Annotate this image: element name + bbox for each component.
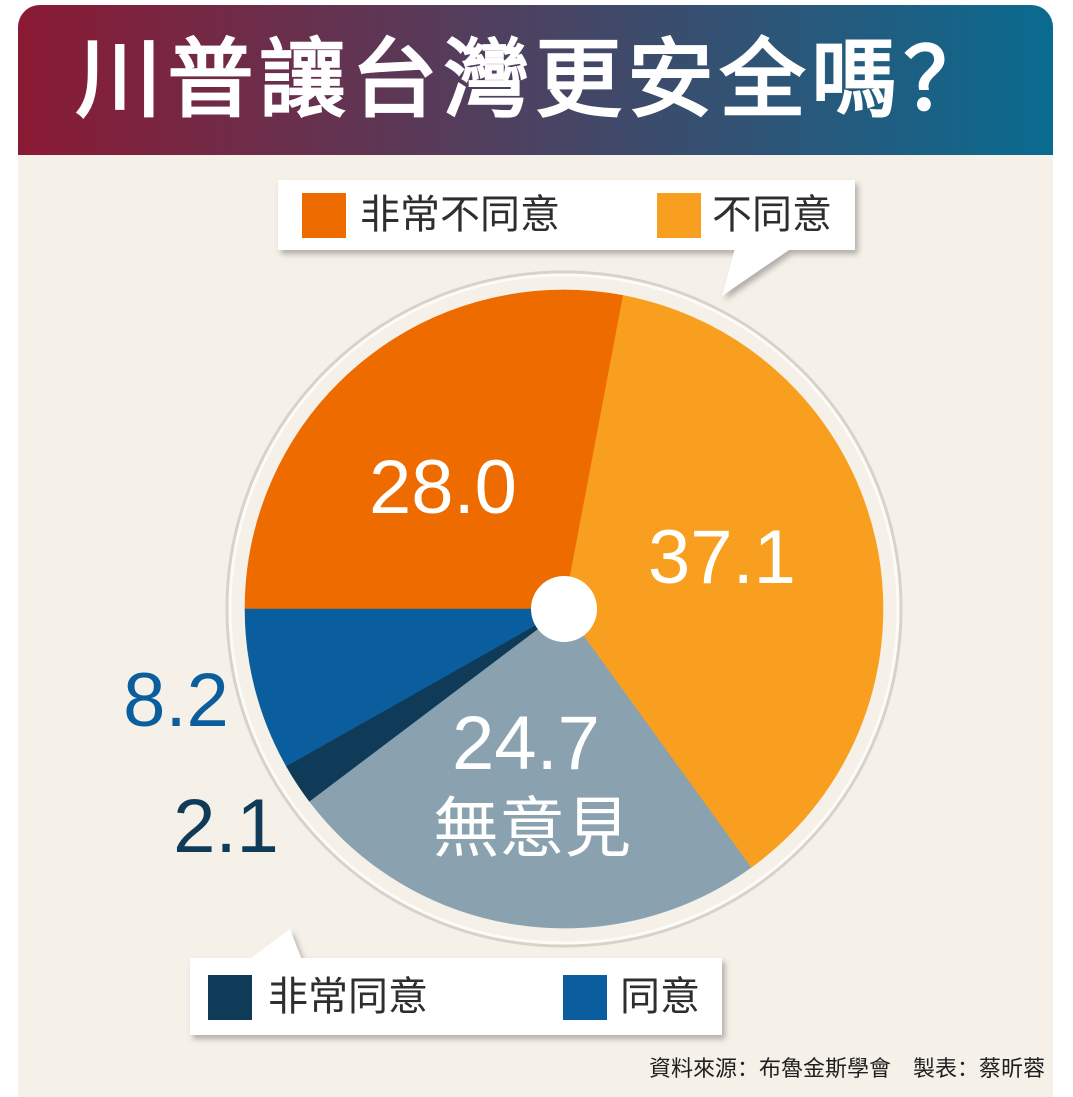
data-label-agree: 8.2: [123, 658, 229, 743]
legend-box: [190, 958, 722, 1035]
legend-bottom: 非常同意 同意: [190, 929, 722, 1035]
pie-slice-strongly-disagree: [244, 289, 624, 610]
pie-outer-ring-highlight: [228, 273, 900, 945]
chart-title: 川普讓台灣更安全嗎？: [75, 32, 996, 128]
legend-label-strongly-agree: 非常同意: [268, 975, 428, 1019]
pie-center-hole: [531, 576, 597, 642]
legend-label-strongly-disagree: 非常不同意: [360, 193, 560, 237]
legend-swatch-strongly-agree: [208, 975, 252, 1020]
slice-category-label-no-opinion: 無意見: [433, 791, 631, 865]
source-credit: 資料來源：布魯金斯學會 製表：蔡昕蓉: [648, 1056, 1045, 1081]
data-label-strongly-disagree: 28.0: [369, 445, 517, 530]
data-label-disagree: 37.1: [648, 515, 796, 600]
legend-swatch-agree: [563, 975, 607, 1020]
legend-top: 非常不同意 不同意: [278, 180, 855, 296]
data-label-no-opinion: 24.7: [452, 701, 600, 786]
title-banner: 川普讓台灣更安全嗎？: [18, 5, 1053, 155]
data-label-strongly-agree: 2.1: [173, 784, 279, 869]
pie-outer-ring: [225, 270, 903, 948]
legend-label-disagree: 不同意: [712, 193, 832, 237]
legend-swatch-strongly-disagree: [302, 193, 346, 238]
pie-slice-agree: [244, 608, 566, 767]
pie-labels: 28.0 37.1 24.7 2.1 8.2 無意見: [123, 445, 796, 869]
pie-slices: [244, 289, 884, 929]
legend-box: [278, 180, 855, 250]
pie-slice-disagree: [563, 295, 884, 868]
legend-label-agree: 同意: [620, 975, 700, 1019]
pie-slice-no-opinion: [308, 608, 752, 929]
legend-swatch-disagree: [657, 193, 701, 238]
